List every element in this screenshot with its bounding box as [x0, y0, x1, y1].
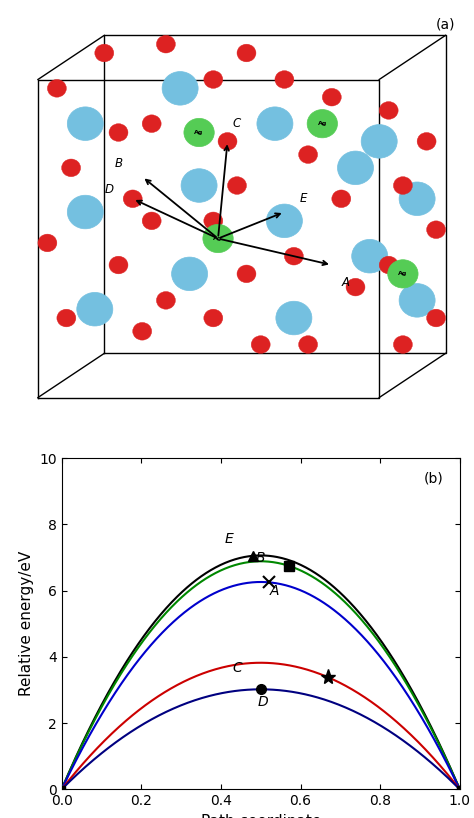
Text: B: B [256, 551, 265, 565]
Circle shape [156, 35, 175, 53]
Circle shape [47, 79, 66, 97]
Circle shape [109, 256, 128, 274]
Circle shape [276, 301, 312, 335]
Circle shape [427, 221, 446, 239]
Text: D: D [105, 183, 113, 196]
Text: E: E [225, 533, 233, 546]
Text: C: C [232, 662, 242, 676]
Circle shape [275, 70, 294, 88]
Circle shape [67, 196, 103, 229]
Circle shape [142, 115, 161, 133]
Circle shape [77, 292, 113, 326]
Circle shape [322, 88, 341, 106]
Circle shape [95, 44, 114, 62]
Circle shape [427, 309, 446, 327]
Circle shape [307, 110, 337, 137]
Circle shape [393, 335, 412, 353]
Circle shape [251, 335, 270, 353]
Circle shape [203, 224, 233, 253]
Circle shape [204, 309, 223, 327]
Circle shape [284, 247, 303, 265]
Circle shape [181, 169, 217, 202]
Circle shape [379, 101, 398, 119]
Circle shape [204, 212, 223, 230]
Circle shape [299, 335, 318, 353]
Circle shape [379, 256, 398, 274]
Text: A: A [342, 276, 350, 290]
X-axis label: Path coordinate: Path coordinate [201, 814, 321, 818]
Text: Ag: Ag [194, 130, 204, 135]
Text: C: C [233, 117, 241, 130]
Circle shape [388, 260, 418, 288]
Text: (a): (a) [436, 18, 455, 32]
Text: E: E [300, 192, 307, 205]
Text: D: D [257, 694, 268, 708]
Circle shape [218, 133, 237, 151]
Circle shape [399, 284, 435, 317]
Circle shape [57, 309, 76, 327]
Circle shape [332, 190, 351, 208]
Circle shape [172, 257, 208, 290]
Circle shape [399, 182, 435, 216]
Circle shape [346, 278, 365, 296]
Circle shape [393, 177, 412, 195]
Text: Ag: Ag [213, 236, 223, 241]
Circle shape [237, 265, 256, 283]
Circle shape [237, 44, 256, 62]
Text: B: B [115, 157, 122, 170]
Circle shape [142, 212, 161, 230]
Circle shape [67, 107, 103, 141]
Circle shape [228, 177, 246, 195]
Text: A: A [270, 583, 279, 598]
Circle shape [184, 119, 214, 146]
Circle shape [109, 124, 128, 142]
Circle shape [156, 291, 175, 309]
Circle shape [417, 133, 436, 151]
Circle shape [257, 107, 293, 141]
Circle shape [62, 159, 81, 177]
Text: Ag: Ag [398, 272, 408, 276]
Circle shape [361, 124, 397, 158]
Circle shape [162, 71, 198, 106]
Circle shape [337, 151, 374, 185]
Circle shape [204, 70, 223, 88]
Circle shape [266, 204, 302, 238]
Circle shape [38, 234, 57, 252]
Text: (b): (b) [424, 471, 444, 485]
Y-axis label: Relative energy/eV: Relative energy/eV [18, 551, 34, 696]
Circle shape [352, 240, 388, 273]
Circle shape [299, 146, 318, 164]
Text: Ag: Ag [318, 121, 327, 126]
Circle shape [123, 190, 142, 208]
Circle shape [133, 322, 152, 340]
